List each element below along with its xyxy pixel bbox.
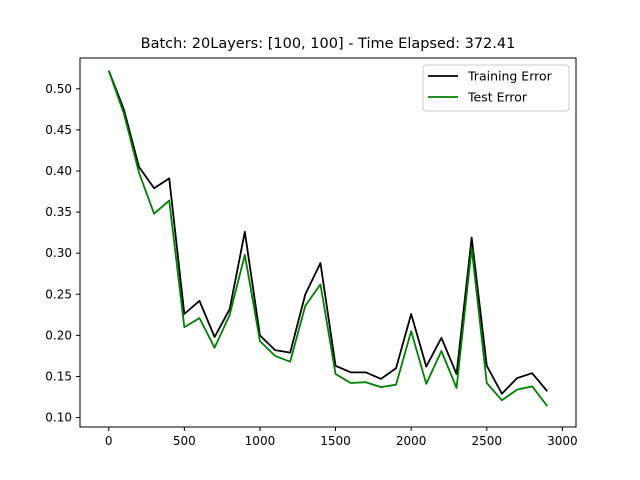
series-line-1	[107, 70, 548, 407]
y-tick-label: 0.50	[45, 82, 72, 96]
y-tick-label: 0.30	[45, 246, 72, 260]
axes-layer: 0 500 1000 1500 2000 2500 3000 0.10 0.15 0.20 0.25…	[45, 57, 578, 448]
axes-frame	[79, 57, 577, 428]
y-tick-label: 0.10	[45, 411, 72, 425]
legend-label-0: Training Error	[467, 69, 553, 84]
y-tick-label: 0.25	[45, 287, 72, 301]
x-tick-label: 1500	[320, 434, 351, 448]
plot-background	[80, 58, 576, 427]
x-tick-label: 3000	[547, 434, 578, 448]
series-line-0	[107, 70, 548, 395]
x-tick-label: 500	[173, 434, 196, 448]
y-tick-label: 0.40	[45, 164, 72, 178]
x-tick-label: 1000	[245, 434, 276, 448]
legend-box	[422, 64, 570, 112]
x-tick-label: 2500	[472, 434, 503, 448]
plot-area	[80, 58, 576, 427]
y-tick-label: 0.15	[45, 369, 72, 383]
y-tick-label: 0.35	[45, 205, 72, 219]
chart-title: Batch: 20Layers: [100, 100] - Time Elaps…	[141, 36, 516, 52]
x-tick-label: 2000	[396, 434, 427, 448]
y-tick-label: 0.20	[45, 328, 72, 342]
legend: Training Error Test Error	[422, 64, 570, 112]
series-layer	[107, 70, 548, 407]
x-tick-label: 0	[105, 434, 113, 448]
y-tick-label: 0.45	[45, 123, 72, 137]
legend-label-1: Test Error	[467, 90, 528, 105]
